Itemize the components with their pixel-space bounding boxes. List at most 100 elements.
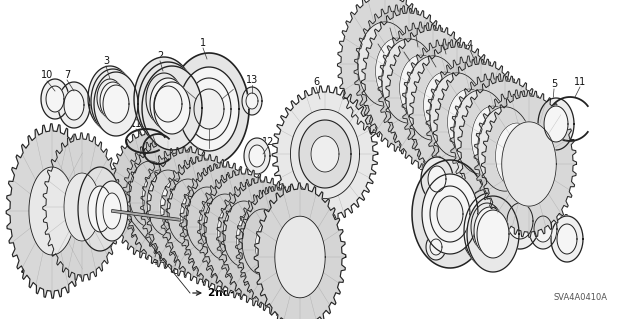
Polygon shape [161, 179, 196, 235]
Polygon shape [146, 73, 182, 125]
Polygon shape [100, 82, 126, 120]
Polygon shape [495, 123, 538, 189]
Polygon shape [291, 109, 360, 199]
Text: 5: 5 [551, 79, 557, 89]
Polygon shape [127, 138, 209, 268]
Polygon shape [221, 177, 305, 307]
Polygon shape [426, 234, 446, 260]
Polygon shape [147, 147, 229, 277]
Polygon shape [43, 133, 121, 281]
Polygon shape [458, 76, 552, 222]
Polygon shape [129, 161, 171, 227]
Text: 12: 12 [262, 137, 274, 147]
Polygon shape [421, 157, 453, 201]
Polygon shape [186, 187, 228, 253]
Text: 4: 4 [152, 257, 158, 267]
Polygon shape [134, 57, 194, 141]
Polygon shape [299, 120, 351, 188]
Polygon shape [410, 41, 504, 189]
Polygon shape [179, 67, 239, 151]
Text: 4: 4 [467, 40, 473, 50]
Polygon shape [97, 79, 123, 117]
Polygon shape [246, 93, 258, 109]
Polygon shape [180, 188, 216, 244]
Polygon shape [141, 148, 216, 266]
Polygon shape [507, 203, 533, 239]
Polygon shape [244, 138, 270, 174]
Polygon shape [500, 193, 540, 249]
Text: 8: 8 [215, 277, 221, 287]
Polygon shape [103, 85, 129, 123]
Polygon shape [88, 66, 132, 130]
Text: 2nd-4th CLUTCH: 2nd-4th CLUTCH [208, 288, 304, 298]
Polygon shape [142, 66, 202, 150]
Text: 5: 5 [150, 126, 156, 136]
Polygon shape [78, 167, 122, 251]
Polygon shape [91, 69, 135, 133]
Text: 7: 7 [64, 70, 70, 80]
Text: 6: 6 [313, 77, 319, 87]
Text: 9: 9 [401, 42, 407, 52]
Polygon shape [184, 162, 266, 292]
Polygon shape [426, 56, 512, 188]
Polygon shape [167, 179, 209, 245]
Text: 4: 4 [440, 33, 446, 43]
Text: 13: 13 [246, 75, 258, 85]
Text: 10: 10 [558, 214, 570, 224]
Polygon shape [467, 196, 519, 272]
Polygon shape [430, 186, 470, 242]
Polygon shape [381, 39, 436, 123]
Polygon shape [109, 129, 191, 259]
Polygon shape [275, 216, 325, 298]
Polygon shape [166, 155, 248, 285]
Polygon shape [216, 179, 291, 297]
Text: 4: 4 [194, 271, 200, 281]
Polygon shape [46, 86, 64, 112]
Text: 13: 13 [419, 234, 431, 244]
Polygon shape [433, 59, 529, 205]
Polygon shape [161, 157, 236, 275]
Polygon shape [94, 72, 138, 136]
Polygon shape [376, 38, 419, 104]
Polygon shape [88, 186, 112, 232]
Polygon shape [538, 98, 574, 150]
Text: 11: 11 [574, 77, 586, 87]
Polygon shape [424, 72, 467, 138]
Text: 3: 3 [103, 56, 109, 66]
Polygon shape [29, 167, 75, 255]
Text: SVA4A0410A: SVA4A0410A [553, 293, 607, 301]
Polygon shape [198, 172, 273, 290]
Polygon shape [64, 90, 84, 120]
Polygon shape [58, 82, 90, 128]
Polygon shape [428, 166, 446, 192]
Polygon shape [64, 173, 100, 241]
Polygon shape [454, 90, 508, 174]
Text: 4: 4 [517, 232, 523, 242]
Polygon shape [502, 122, 556, 206]
Polygon shape [402, 39, 488, 171]
Polygon shape [472, 106, 515, 172]
Polygon shape [311, 136, 339, 172]
Polygon shape [412, 160, 488, 268]
Polygon shape [187, 78, 231, 140]
Text: 2: 2 [484, 206, 490, 216]
Polygon shape [199, 196, 235, 252]
Polygon shape [147, 170, 189, 236]
Text: 1: 1 [200, 38, 206, 48]
Polygon shape [96, 181, 128, 241]
Text: 2: 2 [157, 51, 163, 61]
Text: 9: 9 [375, 34, 381, 44]
Polygon shape [204, 194, 246, 260]
Polygon shape [138, 62, 198, 146]
Polygon shape [123, 138, 197, 257]
Polygon shape [272, 86, 378, 222]
Polygon shape [242, 87, 262, 115]
Polygon shape [180, 165, 255, 283]
Polygon shape [557, 224, 577, 254]
Polygon shape [154, 82, 190, 134]
Text: 4: 4 [233, 284, 239, 294]
Polygon shape [447, 89, 490, 155]
Text: 8: 8 [172, 266, 178, 276]
Text: 4: 4 [267, 297, 273, 307]
Polygon shape [430, 239, 442, 255]
